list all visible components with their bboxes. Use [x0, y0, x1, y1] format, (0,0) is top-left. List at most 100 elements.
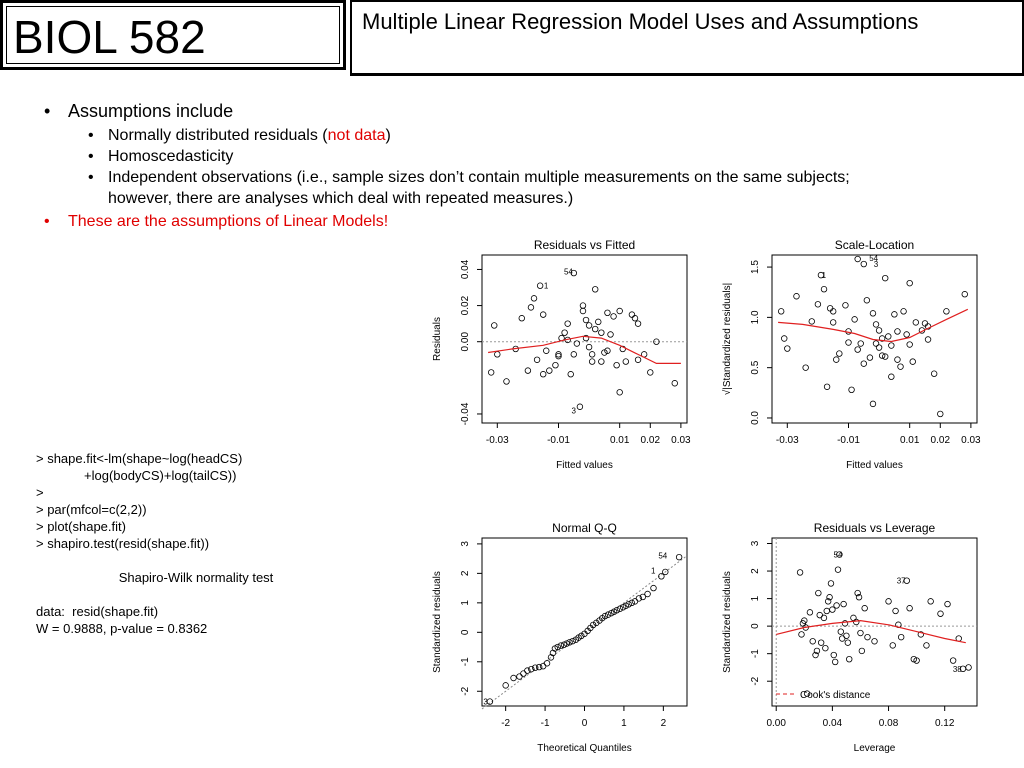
data-point — [582, 316, 590, 324]
y-tick-label: 3 — [750, 540, 761, 546]
data-point — [854, 589, 861, 597]
data-point — [885, 598, 892, 605]
data-point — [927, 598, 934, 605]
data-point — [827, 580, 835, 587]
data-point — [528, 665, 535, 673]
data-point — [888, 342, 895, 349]
data-point — [592, 325, 599, 333]
test-name: Shapiro-Wilk normality test — [118, 570, 274, 585]
data-point — [555, 351, 562, 358]
data-point — [622, 358, 630, 365]
point-label: 3 — [483, 698, 488, 707]
data-point — [658, 573, 665, 580]
chart-title: Scale-Location — [835, 238, 914, 252]
data-point — [802, 364, 809, 371]
data-point — [961, 291, 968, 298]
data-point — [628, 599, 636, 607]
diagnostic-plots: Residuals vs Fitted Fitted values Residual… — [432, 238, 981, 754]
data-point — [555, 352, 562, 360]
data-point — [897, 633, 905, 641]
data-point — [812, 651, 819, 659]
point-label: 38 — [953, 665, 962, 674]
y-axis-label: Residuals — [432, 317, 443, 361]
data-point — [634, 320, 642, 327]
bullet-assumptions: Assumptions include — [40, 100, 940, 122]
data-point — [796, 569, 804, 576]
x-tick-label: 0.01 — [610, 435, 630, 446]
data-point — [561, 329, 568, 336]
y-tick-label: 3 — [460, 541, 471, 547]
x-tick-label: -2 — [501, 718, 510, 729]
slide-title-box: Multiple Linear Regression Model Uses an… — [350, 0, 1024, 76]
data-point — [857, 629, 864, 637]
point-label: 3 — [571, 406, 576, 415]
point-label: 54 — [834, 551, 843, 560]
data-point — [569, 637, 576, 645]
data-point — [820, 614, 828, 622]
data-point — [662, 568, 669, 576]
data-point — [573, 340, 581, 347]
data-point — [885, 333, 892, 340]
x-axis-label: Fitted values — [846, 460, 903, 471]
data-point — [817, 271, 825, 279]
data-point — [888, 373, 895, 380]
x-tick-label: 0.02 — [641, 435, 661, 446]
data-point — [532, 664, 539, 671]
chart-title: Residuals vs Fitted — [534, 238, 635, 252]
data-point — [613, 607, 621, 614]
data-point — [650, 584, 657, 592]
data-point — [604, 347, 611, 354]
data-point — [848, 386, 855, 394]
x-tick-label: 0.03 — [961, 435, 981, 446]
data-point — [844, 639, 852, 646]
data-point — [817, 639, 825, 646]
data-point — [578, 632, 585, 640]
data-point — [494, 351, 501, 358]
y-axis-label: √|Standardized residuals| — [721, 283, 733, 395]
data-point — [510, 674, 517, 682]
data-point — [570, 351, 577, 358]
data-point — [579, 307, 587, 315]
data-point — [831, 658, 839, 666]
data-point — [836, 551, 843, 558]
x-tick-label: 0.02 — [931, 435, 951, 446]
data-point — [923, 642, 930, 649]
data-point — [777, 308, 785, 315]
y-tick-label: 0 — [460, 629, 471, 635]
data-point — [894, 356, 901, 363]
data-point — [809, 638, 816, 645]
data-point — [854, 255, 861, 263]
data-point — [839, 635, 846, 642]
data-point — [801, 617, 808, 624]
data-point — [965, 664, 972, 671]
data-point — [639, 593, 647, 601]
x-tick-label: 0.03 — [671, 435, 691, 446]
data-point — [598, 329, 605, 336]
data-point — [557, 642, 565, 649]
data-point — [644, 590, 651, 598]
data-point — [894, 328, 901, 335]
data-point — [585, 322, 593, 329]
data-point — [502, 682, 509, 689]
course-title-box: BIOL 582 — [0, 0, 346, 70]
data-point — [671, 380, 678, 387]
data-point — [906, 341, 913, 348]
data-point — [613, 361, 620, 369]
data-point — [588, 351, 596, 358]
data-point — [921, 320, 929, 327]
code-line: > shapiro.test(resid(shape.fit)) — [36, 536, 210, 551]
y-tick-label: -2 — [460, 686, 471, 695]
data-point — [625, 601, 632, 608]
data-point — [872, 340, 880, 347]
data-point — [863, 297, 871, 304]
y-tick-label: 2 — [460, 570, 471, 576]
data-point — [906, 279, 913, 287]
not-data-highlight: not data — [327, 127, 386, 144]
data-point — [917, 631, 925, 638]
data-point — [937, 410, 944, 418]
data-point — [836, 350, 843, 357]
data-point — [903, 577, 910, 584]
data-point — [843, 632, 850, 639]
data-point — [815, 589, 822, 597]
data-point — [897, 363, 904, 370]
